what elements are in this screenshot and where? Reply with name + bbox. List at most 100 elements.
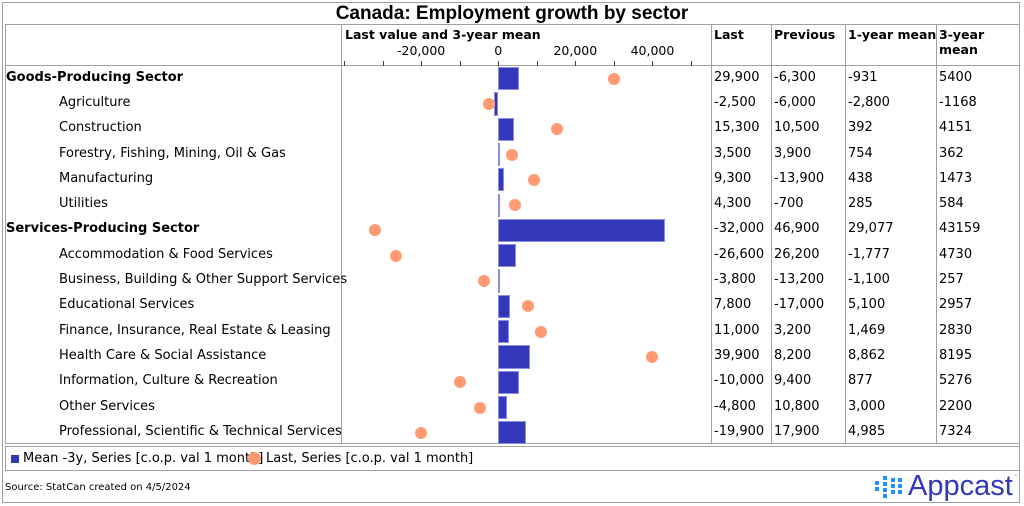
dot-last (482, 97, 495, 110)
bar-mean-3y (498, 421, 527, 445)
row-label: Services-Producing Sector (6, 221, 200, 237)
cell-1y-mean: 5,100 (848, 297, 886, 313)
cell-last: 39,900 (714, 347, 760, 363)
column-header-last: Last (714, 27, 744, 42)
row-label: Other Services (59, 398, 155, 414)
axis-tick (537, 61, 538, 66)
cell-1y-mean: 3,000 (848, 398, 886, 414)
dot-last (368, 224, 381, 237)
cell-last: -2,500 (714, 94, 756, 110)
axis-tick (652, 61, 653, 66)
cell-3y-mean: 2200 (939, 398, 973, 414)
cell-last: -32,000 (714, 221, 765, 237)
row-label: Information, Culture & Recreation (59, 373, 278, 389)
axis-tick (575, 61, 576, 66)
row-label: Construction (59, 120, 142, 136)
row-label: Accommodation & Food Services (59, 246, 273, 262)
cell-last: 11,000 (714, 322, 760, 338)
column-header-1y-mean: 1-year mean (848, 27, 937, 42)
cell-previous: -17,000 (774, 297, 825, 313)
column-divider (771, 24, 772, 444)
axis-tick (460, 61, 461, 66)
row-label: Health Care & Social Assistance (59, 347, 267, 363)
dot-last (646, 350, 659, 363)
cell-3y-mean: 4730 (939, 246, 973, 262)
dot-last (477, 275, 490, 288)
column-header-previous: Previous (774, 27, 836, 42)
cell-1y-mean: -2,800 (848, 94, 890, 110)
cell-1y-mean: 438 (848, 170, 873, 186)
axis-tick (344, 61, 345, 66)
cell-3y-mean: 7324 (939, 423, 973, 439)
axis-tick-label: 0 (494, 43, 503, 58)
cell-last: 3,500 (714, 145, 752, 161)
cell-3y-mean: 2830 (939, 322, 973, 338)
cell-previous: 3,900 (774, 145, 812, 161)
cell-previous: 10,800 (774, 398, 820, 414)
row-label: Forestry, Fishing, Mining, Oil & Gas (59, 145, 286, 161)
dot-last (415, 426, 428, 439)
bar-mean-3y (498, 193, 501, 217)
dot-last (522, 300, 535, 313)
cell-3y-mean: 584 (939, 196, 964, 212)
cell-1y-mean: -1,777 (848, 246, 890, 262)
dot-last (607, 72, 620, 85)
row-label: Finance, Insurance, Real Estate & Leasin… (59, 322, 331, 338)
axis-title: Last value and 3-year mean (345, 27, 541, 42)
cell-previous: -700 (774, 196, 804, 212)
column-divider (341, 24, 342, 444)
cell-previous: 26,200 (774, 246, 820, 262)
bar-mean-3y (498, 320, 510, 344)
cell-last: 4,300 (714, 196, 752, 212)
bar-mean-3y (498, 395, 507, 420)
cell-3y-mean: 8195 (939, 347, 973, 363)
cell-3y-mean: 1473 (939, 170, 973, 186)
bar-mean-3y (498, 244, 517, 268)
cell-previous: 46,900 (774, 221, 820, 237)
appcast-logo-text: Appcast (908, 470, 1013, 502)
cell-1y-mean: 4,985 (848, 423, 886, 439)
cell-previous: 8,200 (774, 347, 812, 363)
dot-last (528, 173, 541, 186)
cell-3y-mean: 5400 (939, 69, 973, 85)
cell-3y-mean: 4151 (939, 120, 973, 136)
cell-1y-mean: -1,100 (848, 272, 890, 288)
dot-last (551, 123, 564, 136)
legend-dot-label: Last, Series [c.o.p. val 1 month] (266, 451, 474, 466)
cell-last: 15,300 (714, 120, 760, 136)
cell-last: -10,000 (714, 373, 765, 389)
cell-1y-mean: 285 (848, 196, 873, 212)
cell-3y-mean: 257 (939, 272, 964, 288)
chart-title: Canada: Employment growth by sector (335, 3, 689, 24)
dot-last (508, 199, 521, 212)
axis-tick-label: 40,000 (630, 43, 675, 58)
cell-3y-mean: 362 (939, 145, 964, 161)
row-label: Agriculture (59, 94, 131, 110)
cell-3y-mean: 5276 (939, 373, 973, 389)
cell-previous: 9,400 (774, 373, 812, 389)
axis-tick-label: -20,000 (396, 43, 446, 58)
cell-1y-mean: 29,077 (848, 221, 894, 237)
cell-previous: 17,900 (774, 423, 820, 439)
row-label: Manufacturing (59, 170, 154, 186)
axis-tick (691, 61, 692, 66)
column-divider (845, 24, 846, 444)
bar-mean-3y (498, 117, 515, 141)
legend-dot-swatch (248, 452, 261, 465)
column-divider (936, 24, 937, 444)
bar-mean-3y (498, 168, 504, 192)
axis-tick (421, 61, 422, 66)
row-label: Goods-Producing Sector (6, 69, 184, 85)
bar-mean-3y (498, 294, 510, 318)
cell-1y-mean: -931 (848, 69, 878, 85)
axis-tick (383, 61, 384, 66)
cell-previous: -6,300 (774, 69, 816, 85)
trademark: ™ (1013, 474, 1018, 480)
axis-tick-label: 20,000 (553, 43, 598, 58)
bar-mean-3y (498, 370, 519, 394)
cell-last: -3,800 (714, 272, 756, 288)
axis-tick (498, 61, 499, 66)
bar-mean-3y (498, 345, 530, 369)
cell-3y-mean: 43159 (939, 221, 981, 237)
cell-previous: 3,200 (774, 322, 812, 338)
